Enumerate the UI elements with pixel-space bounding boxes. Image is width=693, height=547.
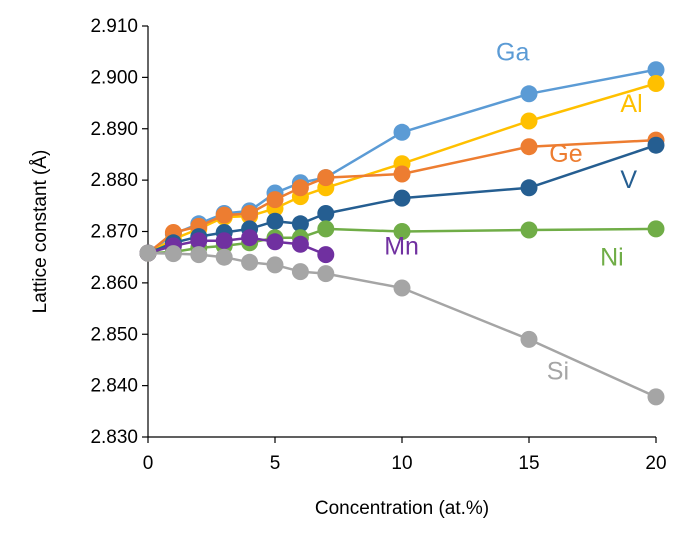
data-point-mn	[241, 229, 259, 247]
y-tick-label: 2.880	[90, 170, 138, 191]
data-point-ge	[520, 138, 538, 156]
y-tick-label: 2.850	[90, 324, 138, 345]
series-label-al: Al	[620, 90, 642, 118]
data-point-v	[647, 136, 665, 154]
series-label-ni: Ni	[600, 243, 624, 271]
data-point-si	[291, 263, 309, 281]
data-point-mn	[266, 233, 284, 251]
data-point-v	[520, 179, 538, 197]
x-tick-label: 5	[270, 453, 281, 474]
data-point-si	[215, 248, 233, 266]
y-tick-label: 2.900	[90, 67, 138, 88]
y-tick-label: 2.860	[90, 273, 138, 294]
series-si	[139, 244, 665, 406]
data-point-mn	[215, 232, 233, 250]
y-tick-label: 2.830	[90, 427, 138, 448]
data-point-ge	[317, 169, 335, 187]
series-label-ga: Ga	[496, 38, 529, 66]
data-point-si	[647, 388, 665, 406]
x-axis-title: Concentration (at.%)	[315, 498, 489, 519]
data-point-v	[266, 212, 284, 230]
series-label-mn: Mn	[384, 233, 419, 261]
data-point-ge	[241, 205, 259, 222]
data-point-ni	[317, 220, 335, 238]
data-point-si	[266, 256, 284, 274]
data-point-mn	[317, 246, 335, 264]
data-point-si	[317, 265, 335, 283]
y-tick-label: 2.890	[90, 119, 138, 140]
data-point-ge	[266, 191, 284, 209]
data-point-ni	[647, 220, 665, 238]
y-tick-label: 2.870	[90, 222, 138, 243]
data-point-ni	[393, 223, 411, 240]
data-point-ge	[291, 179, 309, 197]
series-labels: Ga Al Ge V Mn Ni Si	[384, 38, 642, 385]
data-point-al	[647, 75, 665, 92]
data-point-mn	[190, 232, 208, 250]
data-point-si	[241, 253, 259, 271]
data-point-ga	[393, 123, 411, 141]
x-tick-label: 15	[518, 453, 539, 474]
data-point-mn	[291, 235, 309, 253]
series-label-v: V	[620, 166, 637, 194]
y-tick-label: 2.840	[90, 376, 138, 397]
y-axis-title: Lattice constant (Å)	[30, 150, 51, 314]
data-point-si	[520, 330, 538, 348]
y-tick-label: 2.910	[90, 16, 138, 37]
series-group	[139, 61, 665, 406]
axes: 2.830 2.840 2.850 2.860 2.870 2.880 2.890 2.900…	[90, 16, 666, 474]
data-point-si	[190, 246, 208, 264]
data-point-si	[139, 244, 157, 262]
data-point-ga	[520, 85, 538, 103]
data-point-si	[393, 279, 411, 297]
data-point-v	[393, 189, 411, 207]
series-label-si: Si	[547, 358, 569, 386]
data-point-si	[164, 245, 182, 263]
data-point-ga	[647, 61, 665, 79]
x-tick-label: 0	[143, 453, 154, 474]
data-point-ni	[520, 221, 538, 239]
data-point-al	[520, 112, 538, 130]
data-point-ge	[215, 206, 233, 224]
series-label-ge: Ge	[549, 140, 582, 168]
x-tick-label: 10	[391, 453, 412, 474]
data-point-v	[317, 205, 335, 222]
data-point-v	[291, 215, 309, 233]
data-point-ge	[393, 165, 411, 183]
x-tick-label: 20	[645, 453, 666, 474]
